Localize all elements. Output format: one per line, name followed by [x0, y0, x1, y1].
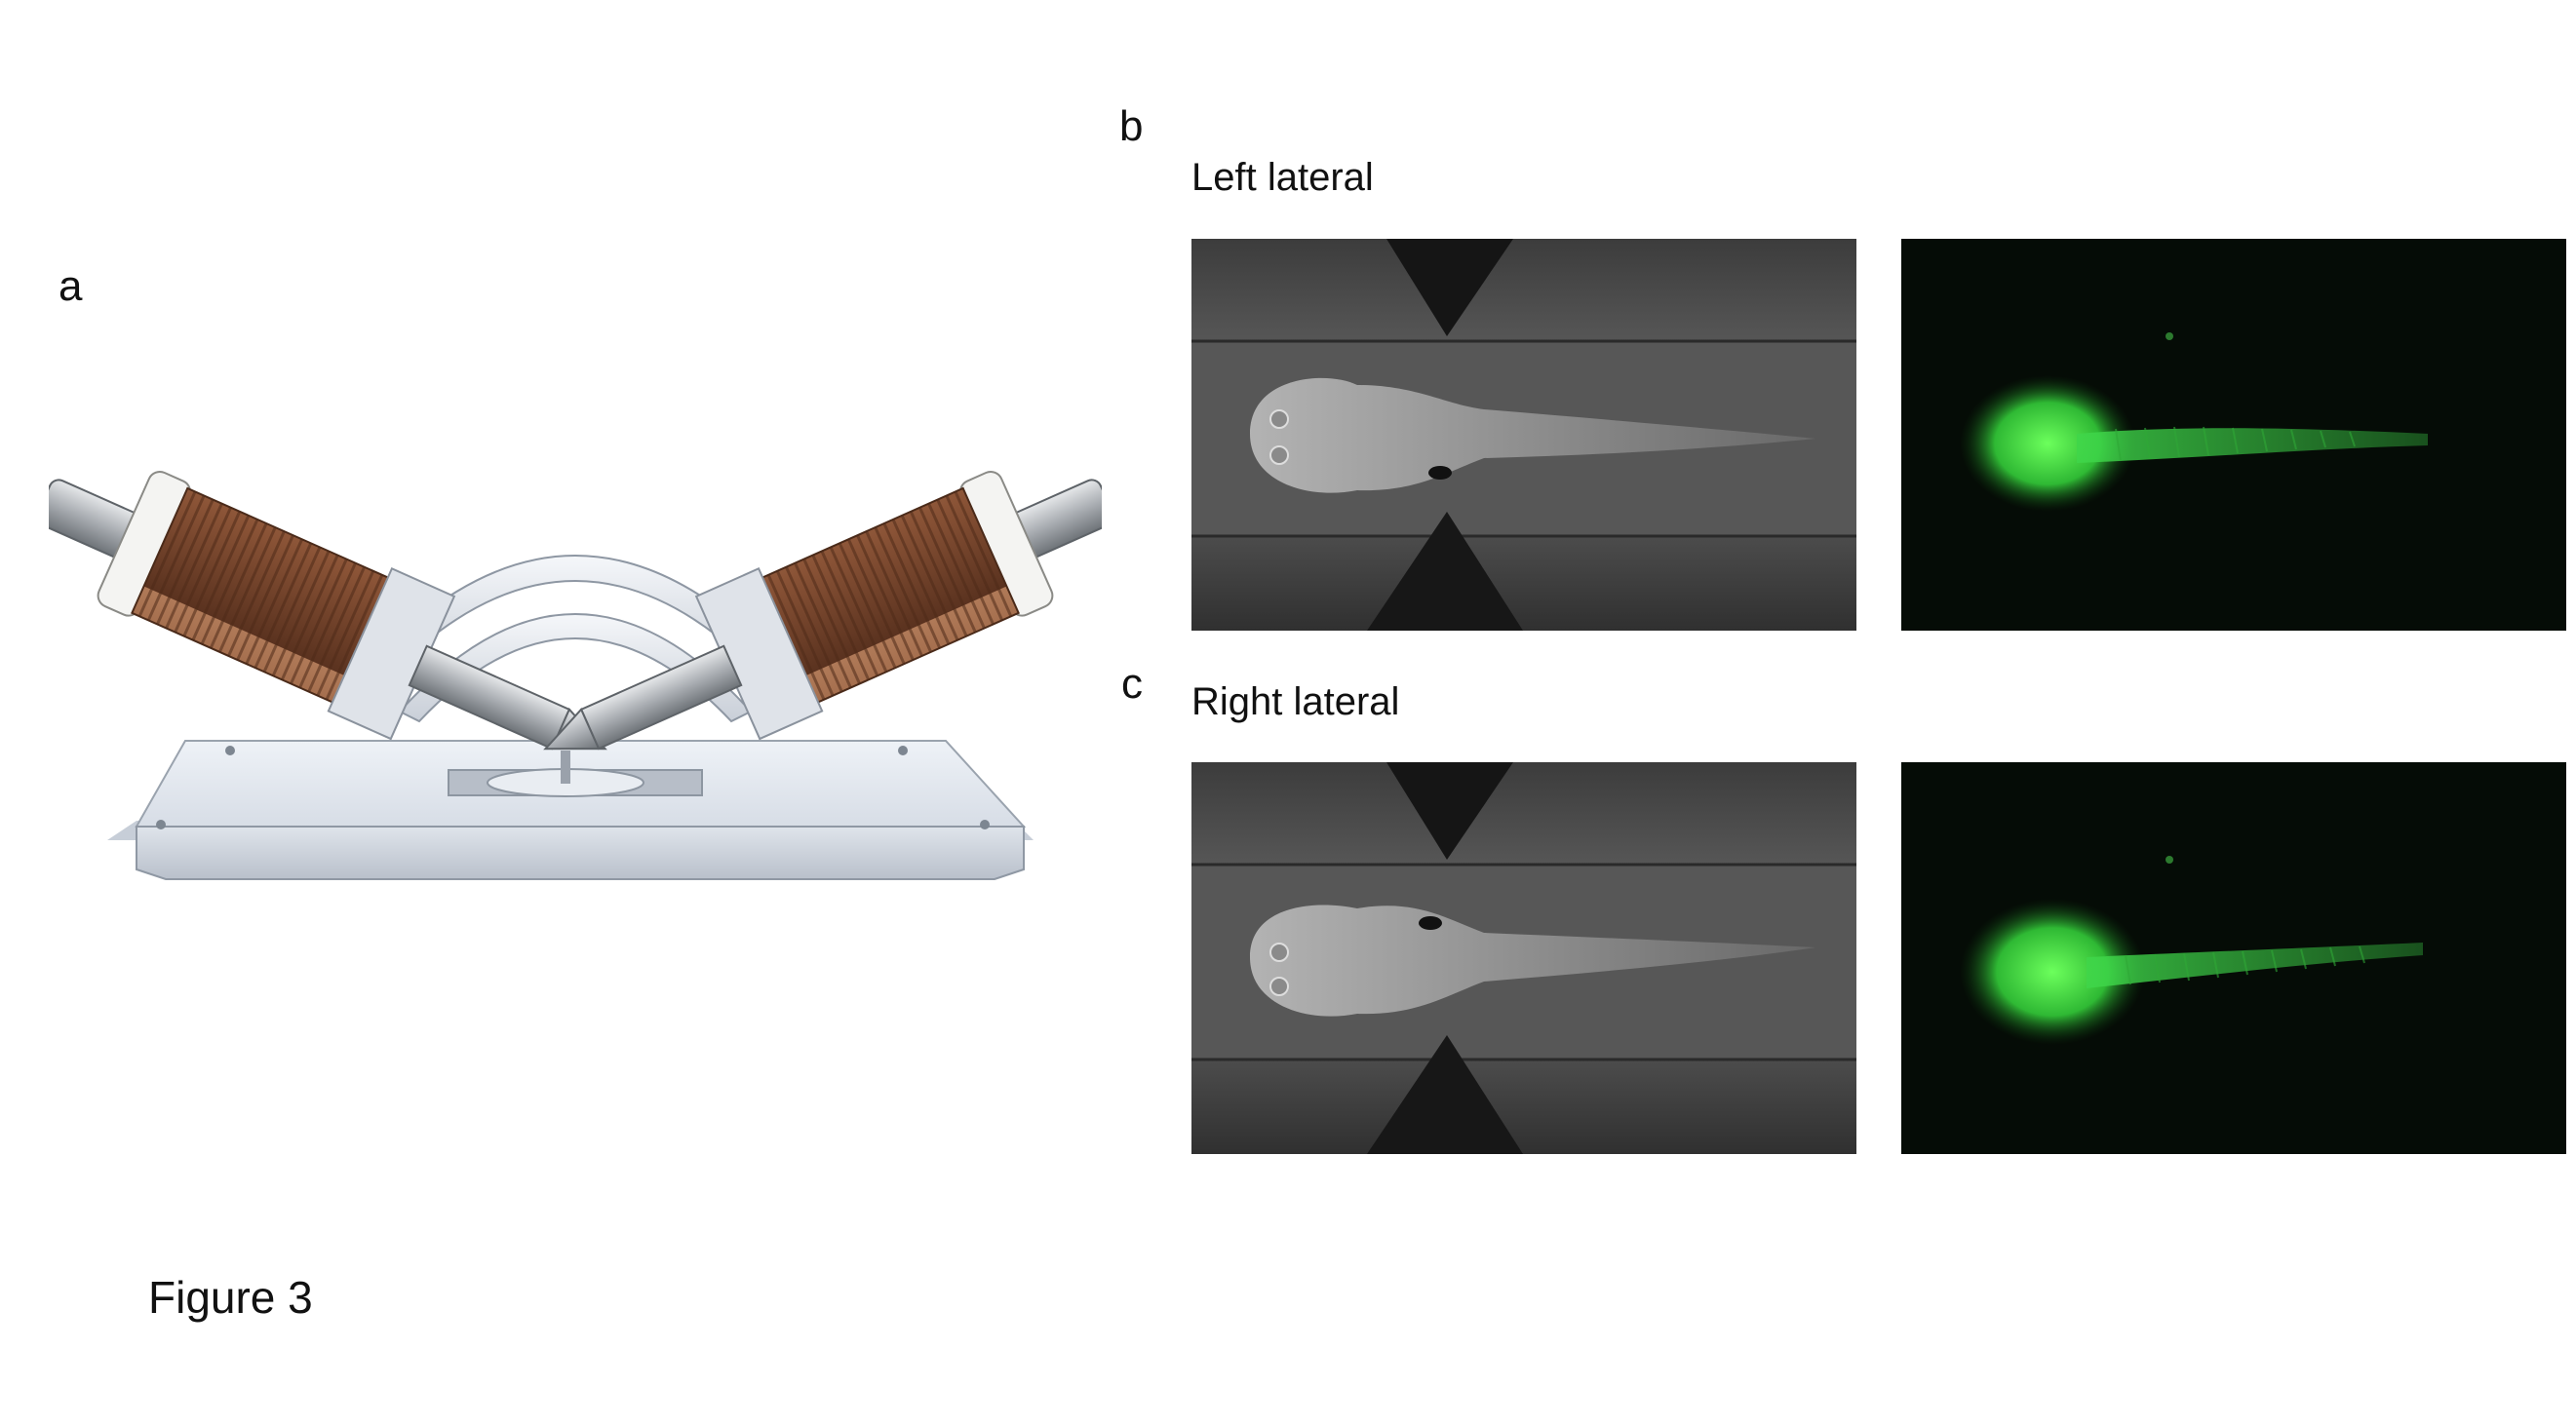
panel-c-title: Right lateral: [1191, 680, 1400, 723]
zebrafish-larva: [1250, 377, 1815, 493]
left-lateral-brightfield-image: [1191, 239, 1856, 631]
device-rendering: [49, 458, 1102, 916]
panel-c-label: c: [1121, 660, 1143, 708]
figure-caption: Figure 3: [148, 1272, 313, 1323]
right-lateral-fluorescence-image: [1901, 762, 2566, 1154]
right-lateral-brightfield-image: [1191, 762, 1856, 1154]
right-electromagnet: [543, 470, 1102, 751]
panel-b-label: b: [1119, 102, 1144, 150]
panel-a-label: a: [59, 262, 83, 310]
zebrafish-larva: [1250, 905, 1815, 1017]
sample-stage: [448, 751, 703, 797]
left-electromagnet: [49, 470, 607, 751]
left-lateral-fluorescence-image: [1901, 239, 2566, 631]
panel-b-title: Left lateral: [1191, 156, 1374, 199]
